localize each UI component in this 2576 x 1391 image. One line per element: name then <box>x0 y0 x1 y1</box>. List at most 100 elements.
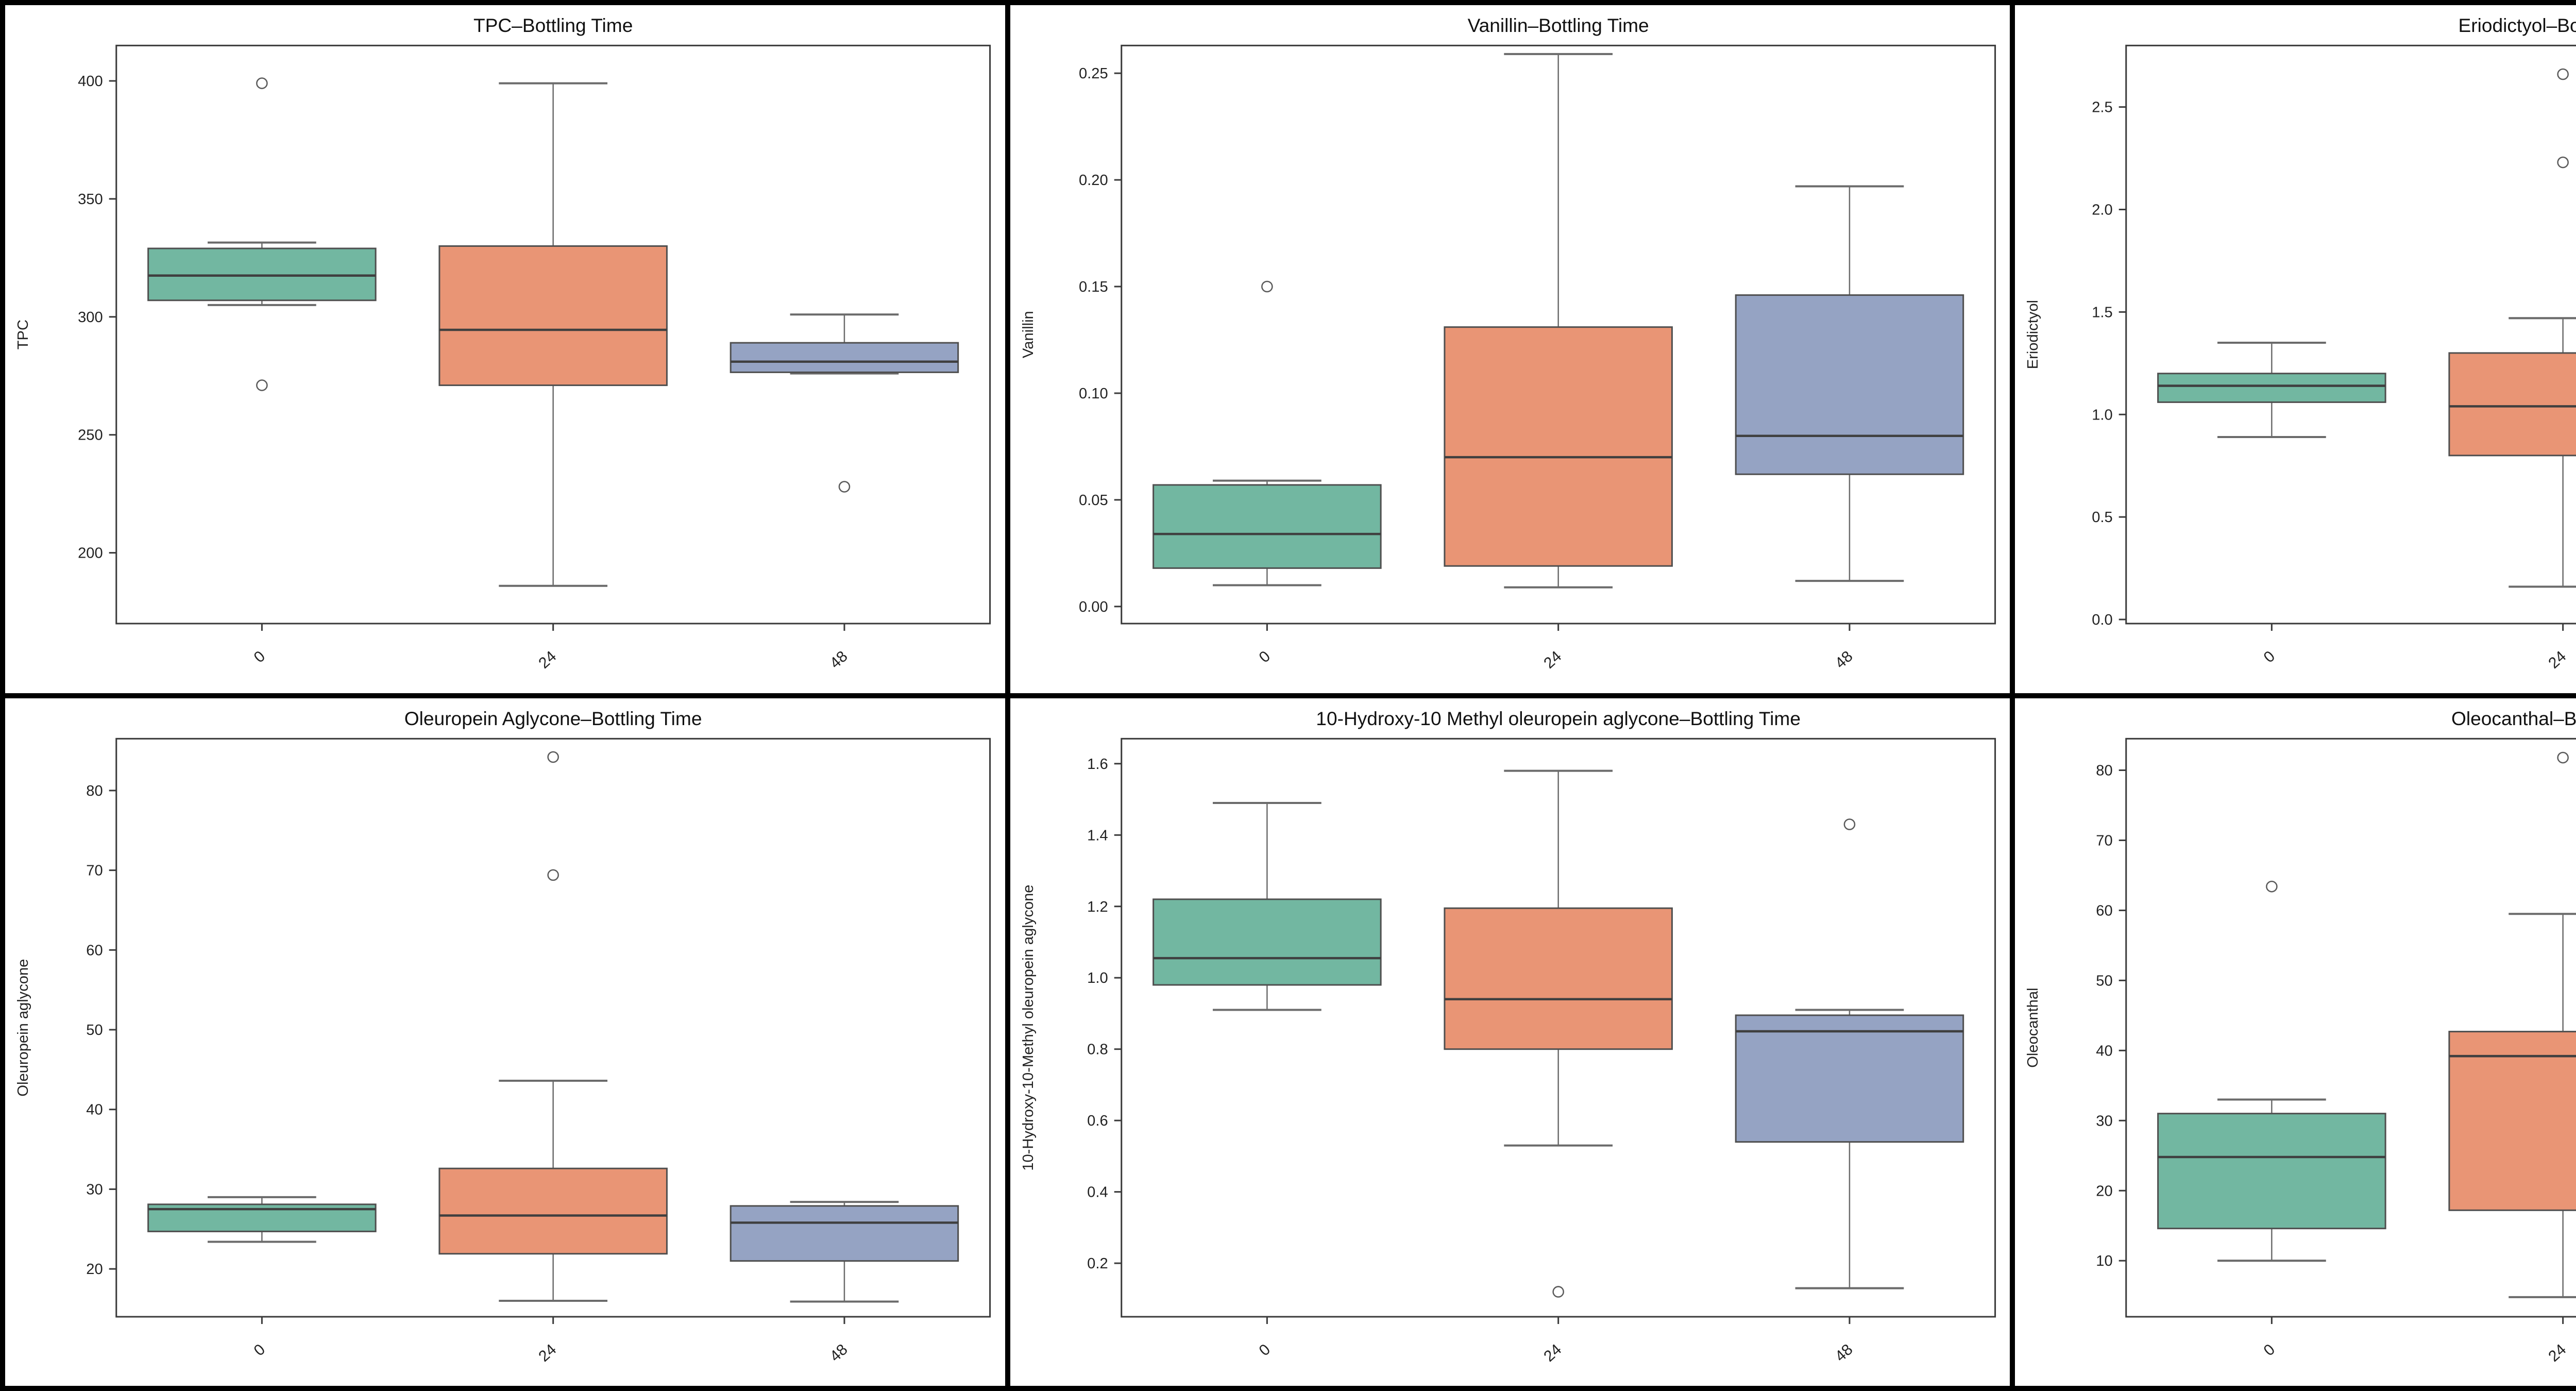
y-axis-label: Oleuropein aglycone <box>15 959 31 1096</box>
y-tick-label: 0.0 <box>2092 612 2113 628</box>
x-tick-label: 0 <box>1256 1340 1274 1359</box>
iqr-box <box>2157 373 2386 403</box>
y-tick-label: 0.5 <box>2092 509 2113 526</box>
y-tick-label: 400 <box>78 73 103 90</box>
boxplot-eriodictyol: Eriodictyol–Bottling Time Eriodictyol 0.0 0… <box>2025 14 2576 672</box>
y-tick-label: 0.4 <box>1087 1184 1108 1200</box>
x-tick-label: 0 <box>2261 648 2279 666</box>
panel-title: TPC–Bottling Time <box>473 14 633 36</box>
outlier-point <box>2557 68 2569 80</box>
y-tick-label: 0.25 <box>1079 65 1108 82</box>
box-group-24 <box>1444 769 1673 1298</box>
box-group-0 <box>147 1196 377 1243</box>
iqr-box <box>1444 326 1673 567</box>
y-tick-label: 30 <box>86 1181 103 1198</box>
outlier-point <box>838 481 851 493</box>
box-group-48 <box>730 1200 959 1303</box>
outlier-point <box>1843 818 1855 830</box>
panel-10-hydroxy-10-methyl-oleuropein-aglycone: 10-Hydroxy-10 Methyl oleuropein aglycone… <box>1010 698 2010 1386</box>
y-tick-label: 80 <box>2096 762 2113 779</box>
panel-title: Eriodictyol–Bottling Time <box>2459 14 2576 36</box>
y-tick-label: 2.5 <box>2092 99 2113 116</box>
y-tick-label: 60 <box>2096 902 2113 919</box>
y-tick-label: 40 <box>2096 1043 2113 1059</box>
outlier-point <box>2266 880 2278 892</box>
outlier-point <box>2557 751 2569 763</box>
x-tick-label: 0 <box>251 1340 269 1359</box>
y-tick-label: 70 <box>2096 832 2113 849</box>
panel-eriodictyol: Eriodictyol–Bottling Time Eriodictyol 0.0 0… <box>2015 5 2576 693</box>
box-group-0 <box>1152 801 1382 1011</box>
box-group-48 <box>730 313 959 493</box>
boxplot-oleocanthal: Oleocanthal–Bottling Time Oleocanthal 10 20… <box>2025 708 2576 1365</box>
y-tick-label: 20 <box>86 1261 103 1278</box>
y-tick-label: 60 <box>86 942 103 959</box>
y-tick-label: 70 <box>86 862 103 879</box>
outlier-point <box>547 751 559 763</box>
outlier-point <box>2557 156 2569 169</box>
box-group-0 <box>2157 342 2386 439</box>
iqr-box <box>2157 1112 2386 1229</box>
y-tick-label: 10 <box>2096 1253 2113 1269</box>
panel-title: Oleuropein Aglycone–Bottling Time <box>404 708 702 729</box>
iqr-box <box>730 342 959 373</box>
box-group-0 <box>1152 280 1382 586</box>
boxplot-vanillin: Vanillin–Bottling Time Vanillin 0.00 0.05 0.… <box>1020 14 1996 672</box>
x-tick-label: 24 <box>2546 1340 2570 1365</box>
panel-tpc: TPC–Bottling Time TPC 200 250 300 350 400 0 24 48 <box>5 5 1005 693</box>
y-tick-label: 1.2 <box>1087 898 1108 915</box>
box-group-24 <box>438 82 668 587</box>
y-tick-label: 0.20 <box>1079 172 1108 189</box>
outlier-point <box>547 869 559 881</box>
y-tick-label: 40 <box>86 1101 103 1118</box>
x-tick-label: 0 <box>1256 648 1274 666</box>
outlier-point <box>256 77 268 89</box>
iqr-box <box>438 245 668 387</box>
panel-title: Vanillin–Bottling Time <box>1467 14 1649 36</box>
box-group-48 <box>1735 818 1964 1289</box>
box-group-0 <box>147 77 377 391</box>
boxplot-10-hydroxy-10-methyl-oleuropein-aglycone: 10-Hydroxy-10 Methyl oleuropein aglycone… <box>1020 708 1996 1365</box>
box-group-24 <box>2448 751 2576 1298</box>
plot-area <box>2125 738 2576 1317</box>
iqr-box <box>1444 907 1673 1050</box>
panel-title: Oleocanthal–Bottling Time <box>2451 708 2576 729</box>
x-tick-label: 0 <box>2261 1340 2279 1359</box>
boxplot-oleuropein-aglycone: Oleuropein Aglycone–Bottling Time Oleurop… <box>15 708 991 1365</box>
y-tick-label: 30 <box>2096 1113 2113 1129</box>
x-tick-label: 48 <box>1832 1340 1856 1365</box>
y-tick-label: 1.4 <box>1087 827 1108 844</box>
iqr-box <box>1152 484 1382 569</box>
y-tick-label: 1.0 <box>1087 970 1108 986</box>
box-group-24 <box>438 751 668 1302</box>
y-axis-label: Oleocanthal <box>2025 987 2041 1067</box>
outlier-point <box>256 379 268 391</box>
x-tick-label: 48 <box>827 648 851 672</box>
y-tick-label: 0.10 <box>1079 386 1108 402</box>
plot-area <box>2125 44 2576 625</box>
iqr-box <box>2448 1030 2576 1211</box>
x-tick-label: 24 <box>1540 1340 1565 1365</box>
y-tick-label: 350 <box>78 191 103 208</box>
iqr-box <box>1152 898 1382 986</box>
x-tick-label: 24 <box>2546 648 2570 672</box>
iqr-box <box>147 247 377 301</box>
x-tick-label: 24 <box>535 1340 560 1365</box>
y-tick-label: 250 <box>78 427 103 444</box>
y-axis-label: Eriodictyol <box>2025 300 2041 369</box>
y-axis-label: 10-Hydroxy-10-Methyl oleuropein aglycone <box>1020 884 1037 1170</box>
y-tick-label: 0.8 <box>1087 1041 1108 1058</box>
iqr-box <box>1735 1014 1964 1143</box>
box-group-0 <box>2157 880 2386 1262</box>
y-tick-label: 50 <box>86 1022 103 1038</box>
panel-vanillin: Vanillin–Bottling Time Vanillin 0.00 0.05 0.… <box>1010 5 2010 693</box>
y-tick-label: 50 <box>2096 973 2113 989</box>
x-tick-label: 48 <box>827 1340 851 1365</box>
box-group-24 <box>1444 53 1673 589</box>
x-tick-label: 48 <box>1832 648 1856 672</box>
y-axis-label: TPC <box>15 320 31 349</box>
iqr-box <box>730 1204 959 1262</box>
y-tick-label: 200 <box>78 545 103 562</box>
y-tick-label: 0.00 <box>1079 599 1108 615</box>
